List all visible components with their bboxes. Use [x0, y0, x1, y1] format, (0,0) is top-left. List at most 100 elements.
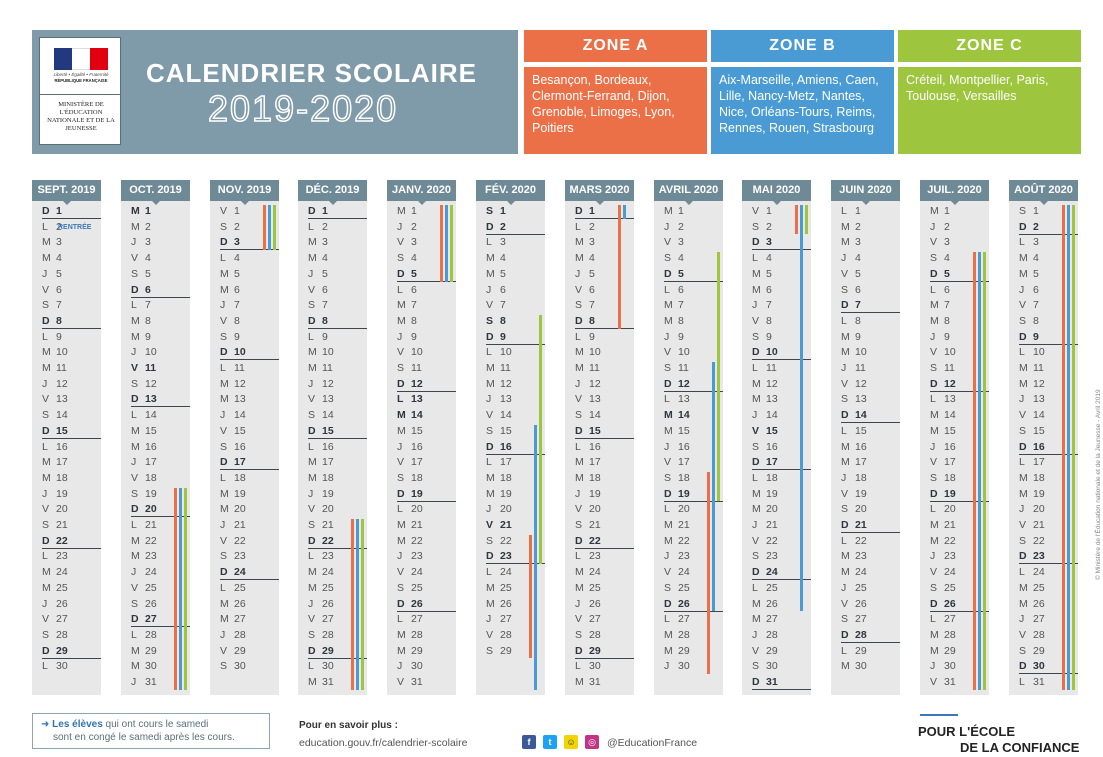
day-number: 16: [500, 440, 512, 453]
note-highlight: Les élèves: [52, 719, 103, 730]
copyright-credit: © Ministère de l'Éducation nationale et …: [1095, 389, 1102, 580]
day-number: 29: [944, 644, 956, 657]
day-number: 21: [145, 519, 157, 531]
day-row: V 20: [575, 502, 601, 517]
day-number: 9: [411, 330, 417, 343]
day-row: V 15: [752, 424, 778, 439]
day-number: 24: [500, 566, 512, 579]
day-number: 19: [234, 487, 246, 500]
day-row: M 30: [131, 659, 157, 674]
day-number: 15: [1033, 424, 1045, 437]
day-number: 13: [56, 393, 68, 406]
weekday-letter: L: [42, 660, 48, 673]
weekday-letter: V: [930, 676, 938, 688]
day-row: M 23: [131, 549, 157, 564]
day-row: V 11: [131, 361, 156, 376]
day-row: J 12: [42, 377, 68, 392]
weekday-letter: M: [752, 393, 761, 406]
day-number: 6: [145, 283, 151, 296]
day-row: S 16: [220, 440, 246, 455]
weekday-letter: S: [308, 409, 316, 422]
weekday-letter: M: [664, 314, 673, 327]
day-row: L 18: [752, 471, 778, 486]
weekday-letter: J: [42, 487, 48, 500]
day-number: 1: [411, 205, 417, 217]
day-number: 22: [678, 534, 690, 547]
snapchat-icon[interactable]: ☺: [564, 735, 578, 749]
weekday-letter: J: [397, 220, 403, 233]
weekday-letter: S: [930, 471, 938, 484]
day-row: L 10: [486, 345, 512, 360]
day-row: M 17: [42, 455, 68, 470]
weekday-letter: S: [220, 440, 228, 453]
weekday-letter: D: [308, 205, 316, 217]
weekday-letter: M: [1019, 597, 1028, 610]
instagram-icon[interactable]: ◎: [585, 735, 599, 749]
day-number: 8: [589, 314, 595, 327]
weekday-letter: D: [575, 205, 583, 217]
vacation-bar-zone-a: [440, 205, 443, 282]
day-row: V 24: [397, 565, 423, 580]
month-column: AVRIL 2020 M 1 J 2 V 3 S 4 D 5 L 6 M 7 M 8 J 9 V 10 S 11 D 12 L 13…: [654, 180, 723, 695]
day-number: 12: [589, 377, 601, 390]
day-row: J 21: [752, 518, 778, 533]
day-number: 17: [500, 456, 512, 469]
day-number: 30: [1033, 660, 1045, 673]
month-column: OCT. 2019 M 1 M 2 J 3 V 4 S 5 D 6 L 7 M 8 M 9 J 10 V 11 S 12 D 13 L…: [121, 180, 190, 695]
weekday-letter: M: [575, 346, 584, 359]
day-row: L 18: [220, 471, 246, 486]
day-row: M 26: [752, 597, 778, 612]
day-row: L 29: [841, 644, 867, 659]
day-number: 3: [589, 236, 595, 249]
day-number: 20: [145, 503, 157, 516]
vacation-bar-zone-c: [539, 314, 542, 565]
weekday-letter: M: [930, 628, 939, 641]
day-row: S 18: [664, 471, 690, 486]
weekday-letter: M: [397, 534, 406, 547]
day-number: 1: [678, 205, 684, 217]
weekday-letter: M: [930, 424, 939, 437]
weekday-letter: J: [575, 377, 581, 390]
vacation-bar-zone-a: [795, 205, 798, 235]
facebook-icon[interactable]: f: [522, 735, 536, 749]
weekday-letter: M: [42, 236, 51, 249]
day-number: 27: [1033, 613, 1045, 626]
day-row: S 20: [841, 502, 867, 517]
weekday-letter: S: [664, 362, 672, 374]
weekday-letter: J: [131, 456, 137, 469]
day-number: 3: [234, 236, 240, 249]
day-row: M 10: [841, 345, 867, 360]
day-number: 13: [145, 393, 157, 406]
weekday-letter: M: [1019, 252, 1028, 265]
day-row: S 28: [42, 628, 68, 643]
weekday-letter: M: [841, 346, 850, 359]
day-number: 9: [944, 330, 950, 343]
day-number: 11: [944, 362, 955, 374]
day-number: 23: [234, 550, 246, 563]
more-info-link[interactable]: education.gouv.fr/calendrier-scolaire: [299, 737, 468, 749]
twitter-icon[interactable]: t: [543, 735, 557, 749]
day-row: J 19: [575, 487, 601, 502]
day-number: 26: [56, 597, 68, 610]
day-row: M 18: [575, 471, 601, 486]
day-number: 16: [1033, 440, 1045, 453]
day-number: 1: [855, 205, 861, 217]
weekday-letter: S: [220, 330, 228, 343]
day-row: M 25: [575, 581, 601, 596]
day-number: 21: [234, 519, 246, 531]
day-number: 2: [411, 220, 417, 233]
day-row: J 26: [575, 597, 601, 612]
day-number: 15: [145, 424, 157, 437]
day-number: 21: [678, 519, 690, 531]
weekday-letter: V: [42, 503, 50, 516]
month-column: JANV. 2020 M 1 J 2 V 3 S 4 D 5 L 6 M 7 M 8 J 9 V 10 S 11 D 12 L 13…: [387, 180, 456, 695]
